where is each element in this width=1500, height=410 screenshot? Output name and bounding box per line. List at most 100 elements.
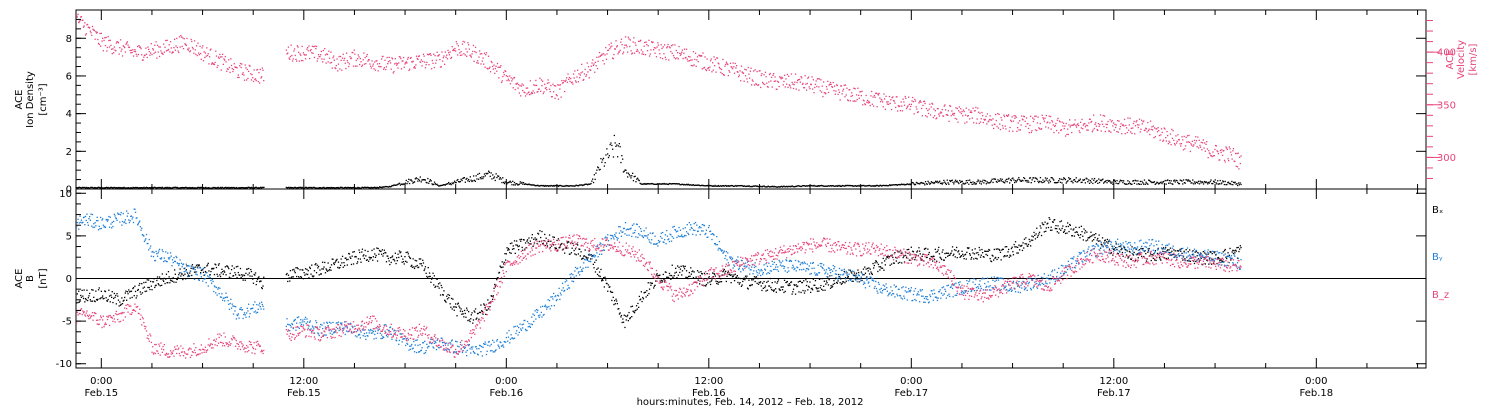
data-point xyxy=(756,282,758,284)
data-point xyxy=(107,298,109,301)
data-point xyxy=(763,280,765,283)
data-point xyxy=(1183,250,1185,252)
data-point xyxy=(760,285,762,287)
data-point xyxy=(617,53,619,55)
data-point xyxy=(150,245,152,247)
data-point xyxy=(218,263,220,265)
data-point xyxy=(321,58,323,60)
data-point xyxy=(458,305,460,307)
data-point xyxy=(627,172,630,174)
data-point xyxy=(1193,260,1195,262)
data-point xyxy=(570,185,572,187)
data-point xyxy=(1236,183,1238,185)
data-point xyxy=(1007,251,1009,253)
data-point xyxy=(1130,131,1132,133)
data-point xyxy=(1219,149,1222,152)
data-point xyxy=(837,93,839,95)
data-point xyxy=(579,255,581,257)
data-point xyxy=(1145,181,1147,183)
data-point xyxy=(1025,243,1028,245)
data-point xyxy=(463,53,465,55)
data-point xyxy=(149,54,151,56)
data-point xyxy=(846,272,848,274)
data-point xyxy=(300,187,302,189)
data-point xyxy=(328,187,330,189)
data-point xyxy=(473,179,476,181)
data-point xyxy=(256,280,258,282)
data-point xyxy=(492,174,494,176)
data-point xyxy=(972,181,974,183)
data-point xyxy=(650,284,652,286)
data-point xyxy=(1118,245,1120,248)
data-point xyxy=(956,257,958,259)
data-point xyxy=(226,265,229,267)
data-point xyxy=(1033,231,1035,234)
data-point xyxy=(533,84,535,86)
data-point xyxy=(640,49,642,51)
data-point xyxy=(310,273,312,275)
data-point xyxy=(99,187,101,189)
data-point xyxy=(1190,143,1192,145)
data-point xyxy=(338,55,340,58)
data-point xyxy=(471,180,473,183)
data-point xyxy=(944,182,947,184)
data-point xyxy=(631,305,634,307)
data-point xyxy=(804,290,806,292)
data-point xyxy=(307,187,309,189)
data-point xyxy=(587,183,590,185)
data-point xyxy=(286,272,288,275)
data-point xyxy=(903,104,906,106)
data-point xyxy=(1038,127,1040,129)
data-point xyxy=(1112,122,1115,124)
data-point xyxy=(721,274,723,276)
data-point xyxy=(989,182,991,184)
data-point xyxy=(642,296,644,299)
data-point xyxy=(1091,178,1093,180)
data-point xyxy=(489,66,491,68)
data-point xyxy=(476,178,478,180)
data-point xyxy=(157,187,159,189)
data-point xyxy=(1010,119,1012,121)
data-point xyxy=(563,185,565,187)
data-point xyxy=(1091,240,1093,242)
data-point xyxy=(739,282,741,284)
data-point xyxy=(379,186,381,188)
data-point xyxy=(357,258,359,260)
data-point xyxy=(351,51,353,54)
data-point xyxy=(518,245,520,247)
data-point xyxy=(1088,182,1091,184)
data-point xyxy=(1023,116,1026,118)
data-point xyxy=(463,41,466,43)
data-point xyxy=(1073,235,1076,237)
data-point xyxy=(805,89,808,91)
data-point xyxy=(172,186,174,189)
data-point xyxy=(1166,179,1168,182)
data-point xyxy=(1052,221,1054,223)
data-point xyxy=(216,187,218,189)
data-point xyxy=(317,54,320,56)
data-point xyxy=(385,252,387,254)
data-point xyxy=(1198,139,1200,141)
data-point xyxy=(1132,180,1134,182)
data-point xyxy=(876,262,878,264)
data-point xyxy=(347,258,349,261)
data-point xyxy=(254,272,257,274)
data-point xyxy=(653,49,655,51)
data-point xyxy=(342,266,344,268)
data-point xyxy=(468,48,470,50)
data-point xyxy=(717,184,719,187)
data-point xyxy=(697,279,699,281)
data-point xyxy=(1101,179,1103,181)
data-point xyxy=(199,45,201,47)
data-point xyxy=(646,183,648,185)
data-point xyxy=(1098,178,1100,180)
data-point xyxy=(243,79,246,81)
data-point xyxy=(1145,260,1148,262)
data-point xyxy=(830,185,832,187)
data-point xyxy=(1077,233,1079,236)
data-point xyxy=(694,184,696,186)
data-point xyxy=(163,277,165,280)
data-point xyxy=(662,58,664,60)
data-point xyxy=(299,186,302,188)
data-point xyxy=(477,62,479,64)
